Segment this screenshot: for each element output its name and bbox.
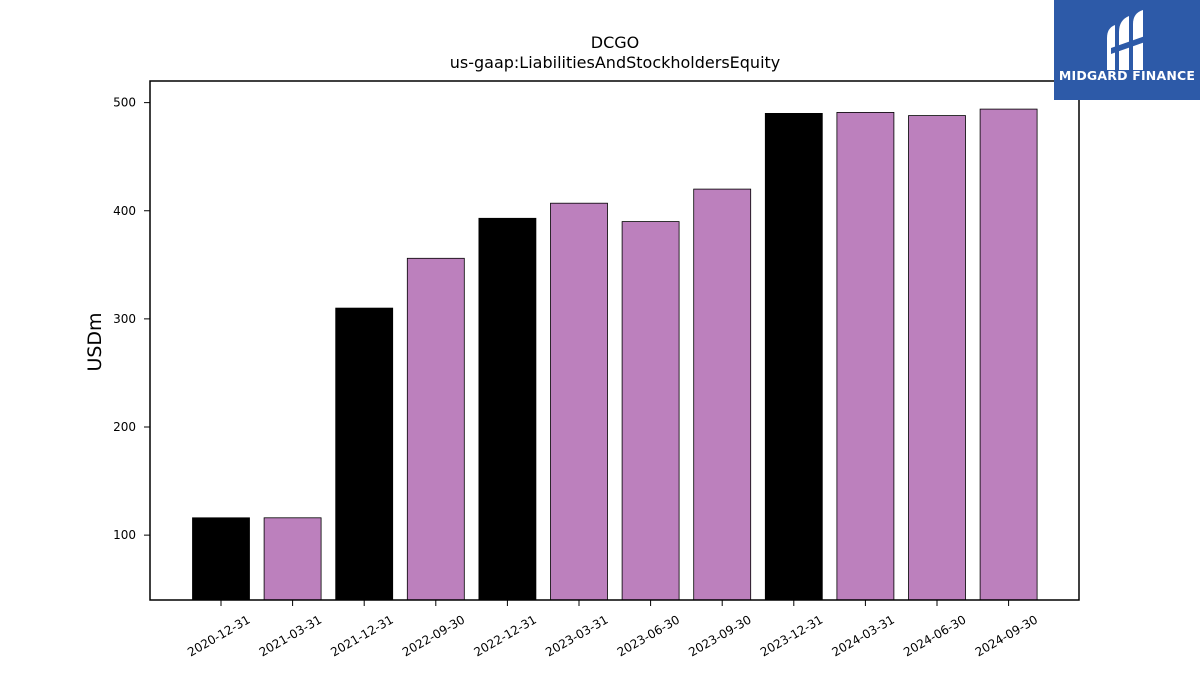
y-axis-label: USDm (84, 312, 106, 371)
bar-2024-03-31 (836, 112, 895, 601)
x-tick-label: 2023-09-30 (686, 612, 753, 659)
bar-2022-09-30 (406, 257, 465, 601)
x-tick-label: 2024-09-30 (973, 612, 1040, 659)
chart-subtitle: us-gaap:LiabilitiesAndStockholdersEquity (450, 53, 781, 72)
brand-logo-text: MIDGARD FINANCE (1058, 68, 1196, 83)
x-tick-label: 2021-03-31 (257, 612, 324, 659)
x-tick-label: 2021-12-31 (328, 612, 395, 659)
bar-2023-06-30 (621, 221, 680, 601)
bar-2023-12-31 (764, 113, 823, 601)
bar-2021-12-31 (335, 307, 394, 601)
x-tick-label: 2022-09-30 (400, 612, 467, 659)
y-tick-label: 500 (113, 96, 136, 110)
plot-frame (149, 80, 1080, 601)
x-tick-label: 2023-06-30 (615, 612, 682, 659)
bar-2021-03-31 (263, 517, 322, 601)
x-tick-label: 2022-12-31 (471, 612, 538, 659)
y-tick-label: 100 (113, 528, 136, 542)
bar-2022-12-31 (478, 217, 537, 601)
bar-2024-06-30 (908, 115, 966, 601)
y-tick-label: 200 (113, 420, 136, 434)
chart-title: DCGO (591, 33, 639, 52)
bar-2020-12-31 (192, 517, 250, 601)
x-tick-label: 2020-12-31 (185, 612, 252, 659)
brand-logo-icon (1107, 10, 1145, 70)
bars-layer (192, 108, 1038, 601)
y-tick-label: 400 (113, 204, 136, 218)
x-tick-label: 2023-12-31 (758, 612, 825, 659)
x-tick-label: 2023-03-31 (543, 612, 610, 659)
x-tick-label: 2024-03-31 (829, 612, 896, 659)
bar-2024-09-30 (979, 108, 1038, 601)
y-tick-label: 300 (113, 312, 136, 326)
bar-2023-09-30 (693, 188, 752, 601)
bar-2023-03-31 (550, 202, 608, 601)
x-tick-label: 2024-06-30 (901, 612, 968, 659)
